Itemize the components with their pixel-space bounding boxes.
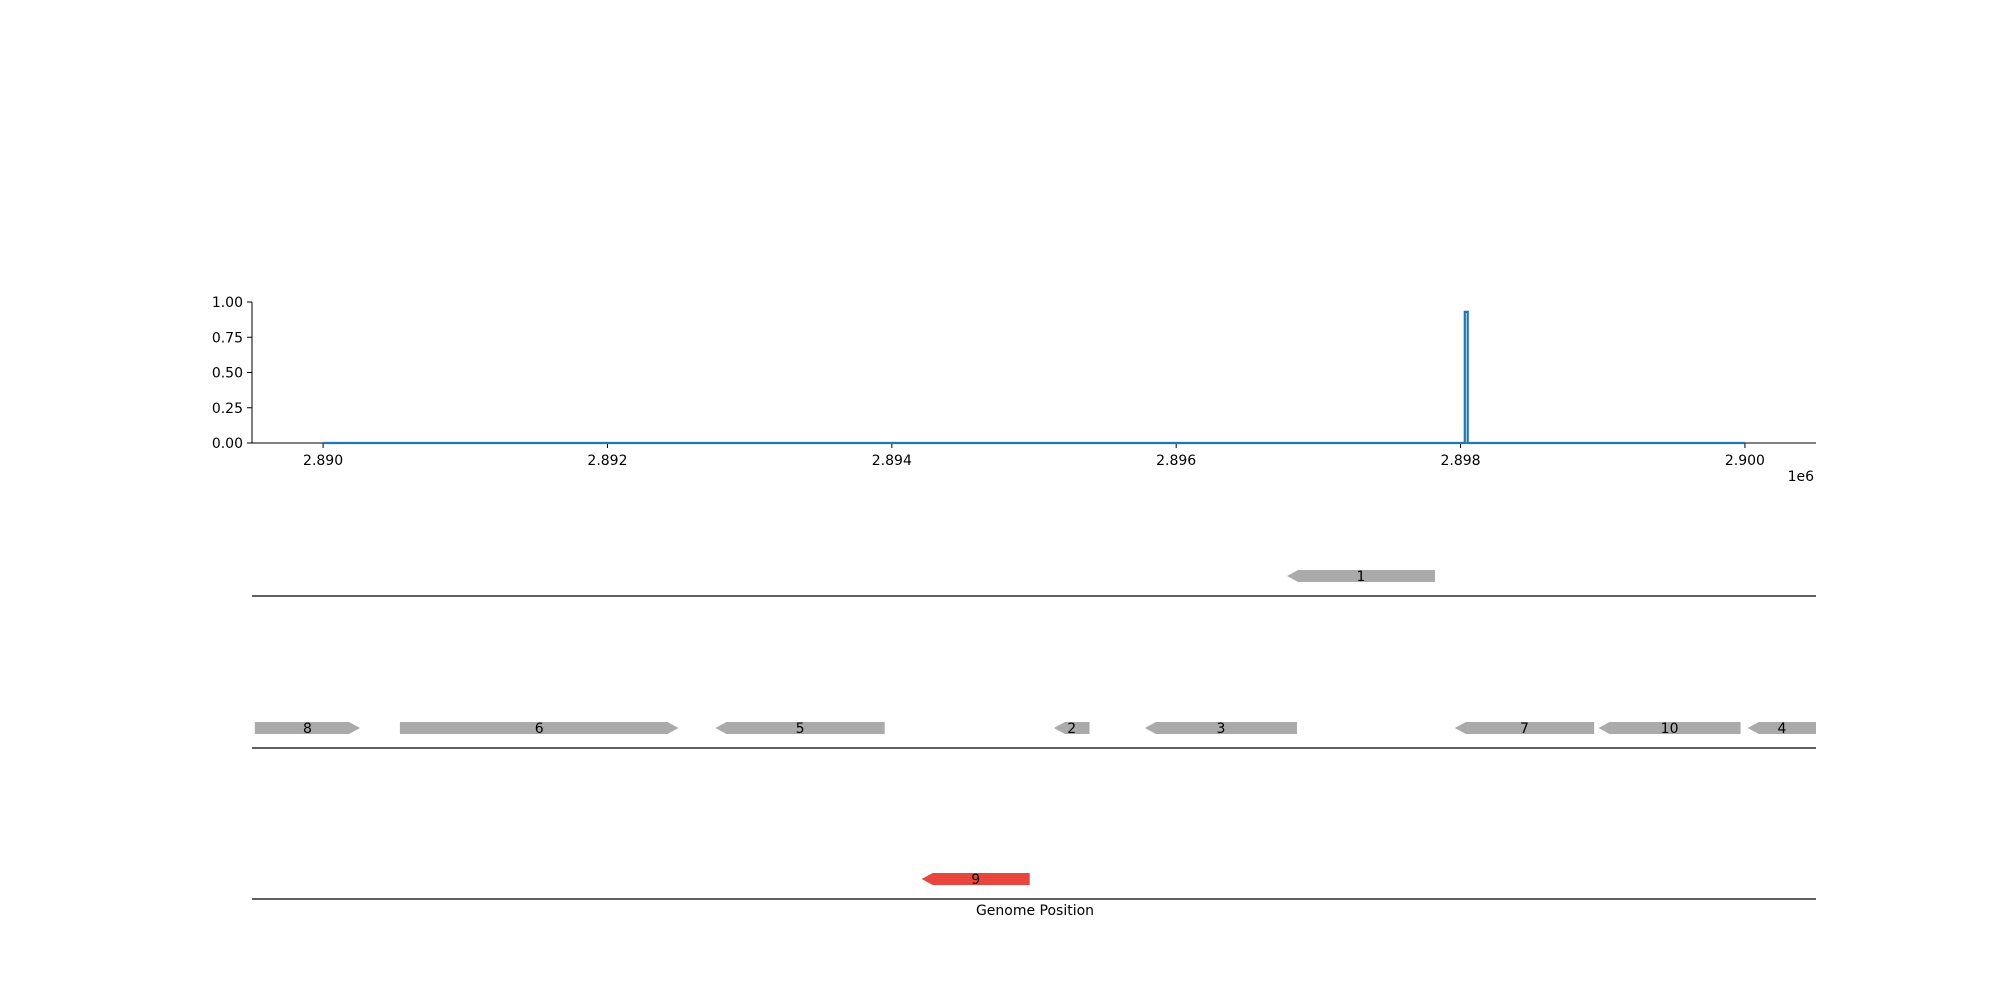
x-tick-label: 2.898 <box>1440 453 1480 469</box>
x-axis-label: Genome Position <box>976 903 1094 919</box>
coverage-ticks: 0.00 0.25 0.50 0.75 1.00 2.890 2.892 2.894 2.896… <box>212 295 1765 469</box>
y-tick-label: 1.00 <box>212 295 243 311</box>
gene-label-10: 10 <box>1661 721 1679 737</box>
gene-arrow-8 <box>254 722 361 734</box>
x-offset-label: 1e6 <box>1788 469 1815 485</box>
gene-arrow-9 <box>921 873 1030 885</box>
gene-label-9: 9 <box>971 872 980 888</box>
gene-tracks <box>252 595 1816 900</box>
gene-label-1: 1 <box>1357 569 1366 585</box>
gene-arrows: 1 8 6 5 2 3 7 10 4 9 <box>254 569 1816 888</box>
x-tick-label: 2.896 <box>1156 453 1196 469</box>
x-tick-label: 2.900 <box>1725 453 1765 469</box>
gene-arrow-10 <box>1598 722 1741 734</box>
gene-arrow-4 <box>1747 722 1816 734</box>
gene-label-3: 3 <box>1217 721 1226 737</box>
gene-arrow-3 <box>1144 722 1297 734</box>
x-tick-label: 2.890 <box>303 453 343 469</box>
gene-arrow-6 <box>399 722 679 734</box>
y-tick-label: 0.75 <box>212 330 243 346</box>
gene-label-6: 6 <box>535 721 544 737</box>
coverage-axes <box>251 302 1816 444</box>
gene-label-4: 4 <box>1777 721 1786 737</box>
gene-arrow-2 <box>1053 722 1090 734</box>
coverage-series <box>323 310 1745 445</box>
x-tick-label: 2.894 <box>872 453 912 469</box>
y-tick-label: 0.00 <box>212 436 243 452</box>
gene-arrow-1 <box>1287 570 1435 582</box>
y-tick-label: 0.25 <box>212 401 243 417</box>
gene-label-5: 5 <box>796 721 805 737</box>
y-tick-label: 0.50 <box>212 366 243 382</box>
gene-arrow-5 <box>715 722 885 734</box>
x-tick-label: 2.892 <box>587 453 627 469</box>
gene-label-2: 2 <box>1067 721 1076 737</box>
gene-label-7: 7 <box>1520 721 1529 737</box>
gene-label-8: 8 <box>303 721 312 737</box>
coverage-line <box>323 310 1745 445</box>
gene-arrow-7 <box>1454 722 1595 734</box>
